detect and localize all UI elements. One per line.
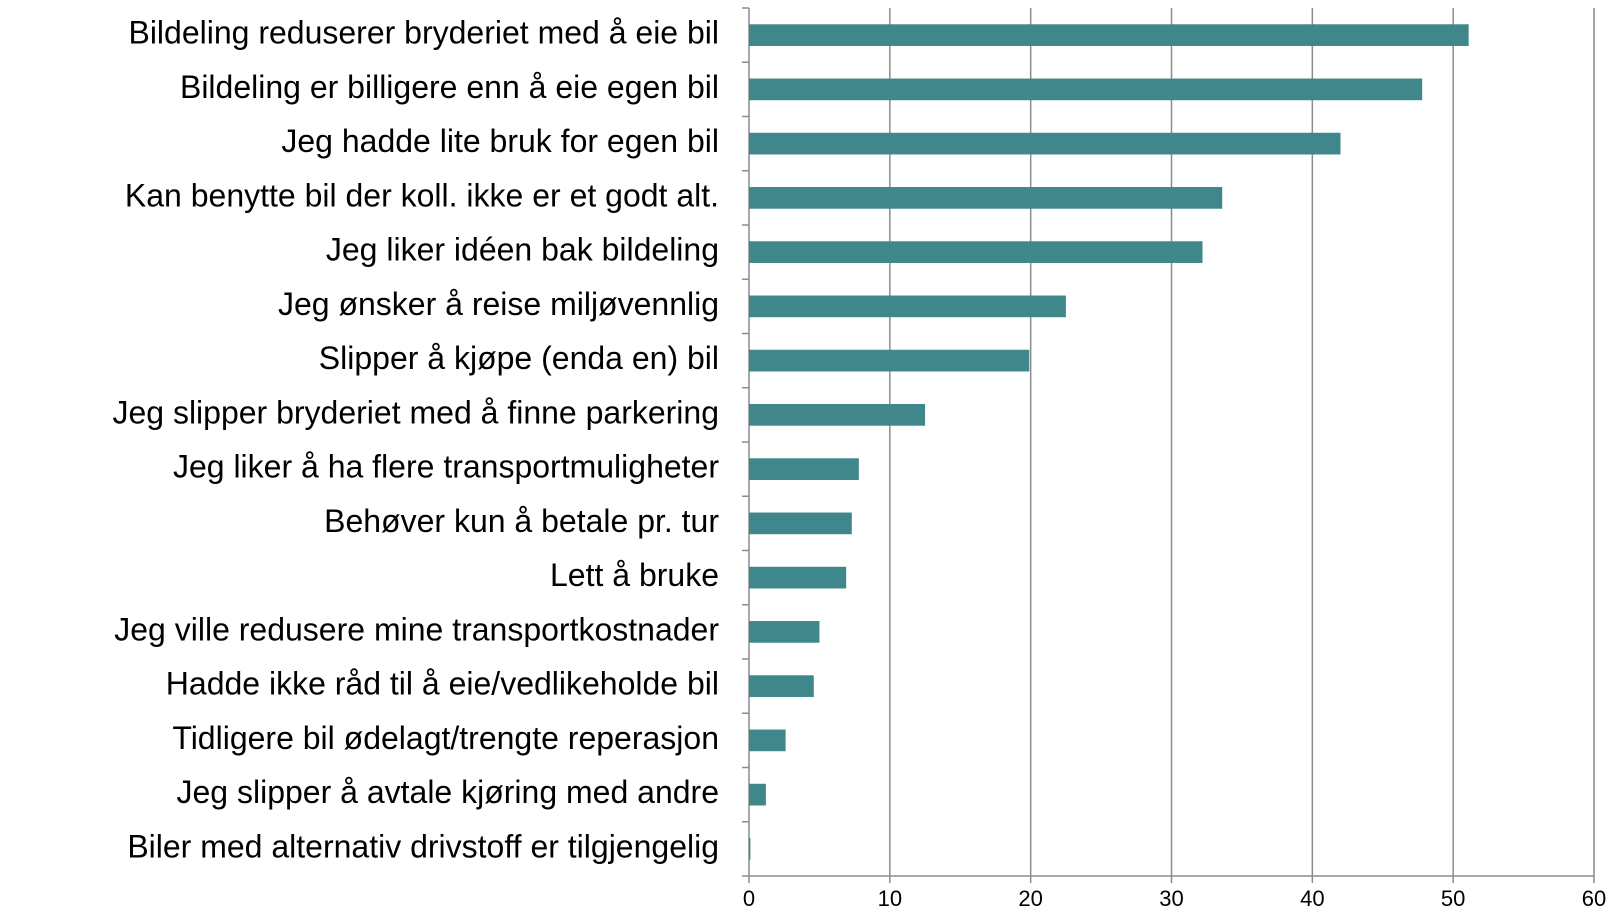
bar (749, 458, 859, 480)
x-tick-label: 40 (1300, 886, 1324, 911)
x-tick-label: 60 (1582, 886, 1606, 911)
bar (749, 675, 814, 697)
bar (749, 295, 1066, 318)
y-tick-label: Tidligere bil ødelagt/trengte reperasjon (172, 720, 719, 756)
bar (749, 24, 1469, 46)
bar (749, 132, 1341, 155)
x-tick-label: 50 (1441, 886, 1465, 911)
bar (749, 187, 1223, 209)
y-tick-label: Jeg liker idéen bak bildeling (326, 232, 719, 268)
x-tick-label: 30 (1159, 886, 1183, 911)
y-tick-label: Jeg ville redusere mine transportkostnad… (114, 611, 719, 647)
y-tick-label: Bildeling er billigere enn å eie egen bi… (180, 69, 719, 105)
y-tick-label: Biler med alternativ drivstoff er tilgje… (127, 828, 719, 864)
y-tick-label: Jeg slipper å avtale kjøring med andre (177, 774, 720, 810)
bar (749, 838, 751, 860)
x-tick-label: 20 (1018, 886, 1042, 911)
x-tick-label: 0 (743, 886, 755, 911)
y-tick-label: Slipper å kjøpe (enda en) bil (319, 340, 719, 376)
y-tick-label: Kan benytte bil der koll. ikke er et god… (125, 177, 719, 213)
bar (749, 349, 1030, 372)
bar (749, 621, 820, 643)
y-tick-label: Hadde ikke råd til å eie/vedlikeholde bi… (166, 666, 719, 702)
y-tick-label: Jeg ønsker å reise miljøvennlig (278, 286, 719, 322)
y-tick-label: Jeg hadde lite bruk for egen bil (281, 123, 719, 159)
x-tick-label: 10 (878, 886, 902, 911)
y-tick-label: Jeg liker å ha flere transportmuligheter (173, 449, 719, 485)
bar (749, 783, 766, 806)
y-tick-label: Lett å bruke (550, 557, 719, 593)
bar (749, 729, 786, 752)
y-tick-label: Behøver kun å betale pr. tur (324, 503, 719, 539)
y-tick-label: Bildeling reduserer bryderiet med å eie … (128, 15, 719, 51)
bar (749, 241, 1203, 263)
bar (749, 566, 847, 589)
bar (749, 404, 926, 426)
y-tick-label: Jeg slipper bryderiet med å finne parker… (112, 394, 719, 430)
bar (749, 512, 852, 535)
bar (749, 78, 1423, 101)
